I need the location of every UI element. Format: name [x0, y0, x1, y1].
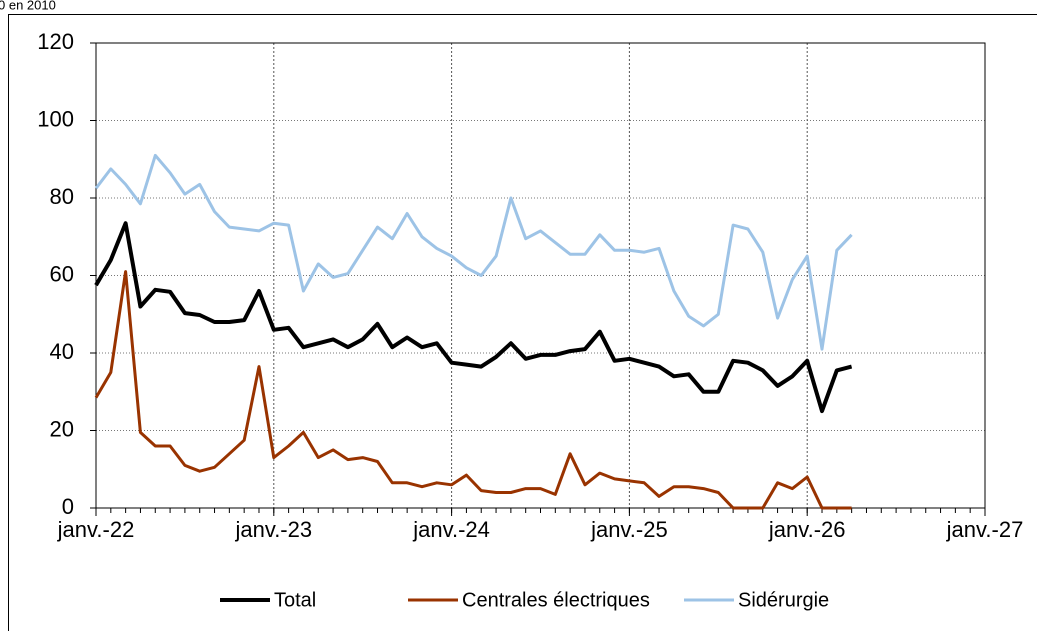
- x-tick-label: janv.-23: [234, 517, 312, 542]
- y-tick-label: 80: [50, 184, 74, 209]
- y-tick-label: 0: [62, 494, 74, 519]
- x-tick-label: janv.-26: [768, 517, 846, 542]
- y-tick-label: 40: [50, 339, 74, 364]
- y-tick-label: 120: [37, 29, 74, 54]
- y-tick-label: 60: [50, 261, 74, 286]
- legend-label: Centrales électriques: [462, 589, 650, 611]
- chart-frame: [8, 14, 1037, 631]
- y-tick-label: 100: [37, 106, 74, 131]
- y-tick-label: 20: [50, 416, 74, 441]
- x-tick-label: janv.-25: [590, 517, 668, 542]
- series-line: [94, 153, 853, 351]
- series-line: [94, 221, 853, 414]
- chart-title: 0 en 2010: [0, 0, 56, 12]
- x-tick-label: janv.-27: [946, 517, 1024, 542]
- legend-label: Total: [274, 589, 316, 611]
- x-tick-label: janv.-22: [57, 517, 135, 542]
- legend-label: Sidérurgie: [738, 589, 829, 611]
- series-line: [94, 270, 852, 510]
- x-tick-label: janv.-24: [412, 517, 490, 542]
